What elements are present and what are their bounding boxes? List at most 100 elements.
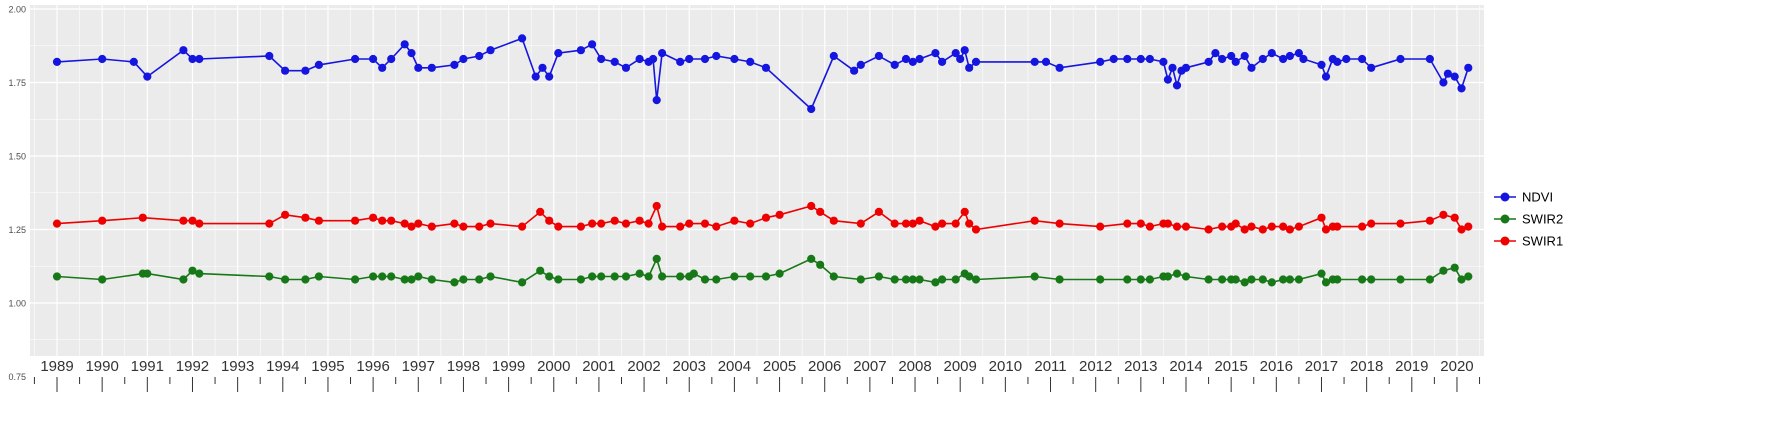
data-point (890, 275, 899, 284)
data-point (301, 213, 310, 222)
data-point (1240, 278, 1249, 287)
data-point (730, 216, 739, 225)
data-point (400, 40, 409, 49)
data-point (856, 60, 865, 69)
x-tick-label: 2009 (944, 358, 977, 375)
data-point (427, 275, 436, 284)
data-point (1464, 63, 1473, 72)
data-point (427, 63, 436, 72)
data-point (518, 222, 527, 231)
data-point (658, 272, 667, 281)
data-point (486, 272, 495, 281)
data-point (1279, 54, 1288, 64)
data-point (1231, 275, 1240, 284)
data-point (1396, 219, 1405, 228)
data-point (816, 207, 825, 216)
data-point (700, 275, 710, 284)
data-point (874, 207, 884, 216)
data-point (635, 269, 644, 278)
data-point (265, 219, 274, 228)
x-tick-label: 1998 (447, 358, 480, 375)
series-SWIR1 (52, 201, 1473, 234)
data-point (351, 54, 360, 64)
data-point (143, 269, 152, 278)
data-point (761, 213, 771, 222)
data-point (1145, 275, 1154, 284)
data-point (554, 275, 563, 284)
data-point (1247, 63, 1256, 72)
data-point (1055, 63, 1064, 72)
x-tick-label: 2011 (1034, 358, 1066, 375)
data-point (712, 275, 721, 284)
data-point (1227, 51, 1236, 61)
data-point (531, 72, 540, 81)
x-tick-label: 2016 (1260, 358, 1293, 375)
data-point (649, 54, 658, 64)
data-point (1247, 275, 1256, 284)
data-point (652, 96, 661, 105)
data-point (712, 222, 721, 231)
data-point (746, 272, 755, 281)
data-point (1457, 225, 1466, 234)
data-point (915, 54, 924, 64)
data-point (459, 275, 468, 284)
data-point (901, 219, 911, 228)
data-point (52, 57, 62, 66)
data-point (554, 49, 563, 58)
legend: NDVI SWIR2 SWIR1 (1494, 190, 1563, 249)
data-point (965, 63, 974, 72)
data-point (407, 275, 416, 284)
data-point (1218, 54, 1227, 64)
data-point (1055, 275, 1064, 284)
data-point (1294, 222, 1303, 231)
data-point (1294, 49, 1303, 58)
data-point (1204, 275, 1213, 284)
data-point (1285, 51, 1294, 61)
data-point (588, 272, 597, 281)
series-NDVI (52, 34, 1473, 114)
data-point (1030, 216, 1039, 225)
data-point (676, 57, 685, 66)
data-point (179, 46, 188, 55)
data-point (1450, 72, 1459, 81)
data-point (576, 275, 586, 284)
data-point (1231, 57, 1240, 66)
data-point (971, 225, 981, 234)
data-point (1172, 222, 1182, 231)
x-tick-label: 1989 (40, 358, 73, 375)
data-point (610, 57, 619, 66)
data-point (1096, 57, 1105, 66)
x-tick-label: 2003 (673, 358, 706, 375)
data-point (915, 216, 924, 225)
x-tick-label: 2019 (1395, 358, 1428, 375)
data-point (1211, 49, 1220, 58)
data-point (807, 201, 816, 211)
legend-item-NDVI: NDVI (1494, 190, 1553, 205)
data-point (414, 272, 423, 281)
x-tick-label: 2006 (808, 358, 841, 375)
data-point (576, 46, 586, 55)
data-point (746, 219, 755, 228)
data-point (1367, 275, 1376, 284)
data-point (1258, 54, 1267, 64)
x-tick-label: 1995 (311, 358, 344, 375)
x-tick-label: 2018 (1350, 358, 1383, 375)
data-point (1425, 216, 1434, 225)
data-point (1358, 54, 1367, 64)
data-point (1464, 222, 1473, 231)
series-SWIR2 (52, 254, 1473, 287)
x-tick-label: 2010 (989, 358, 1022, 375)
data-point (635, 216, 644, 225)
data-point (195, 269, 204, 278)
y-tick-label: 2.00 (8, 5, 26, 15)
data-point (775, 269, 784, 278)
data-point (890, 60, 899, 69)
data-point (1163, 272, 1172, 281)
data-point (712, 51, 721, 61)
data-point (901, 54, 911, 64)
legend-key-point (1500, 214, 1510, 224)
data-point (518, 34, 527, 43)
data-point (874, 272, 884, 281)
legend-label: SWIR2 (1522, 212, 1563, 227)
